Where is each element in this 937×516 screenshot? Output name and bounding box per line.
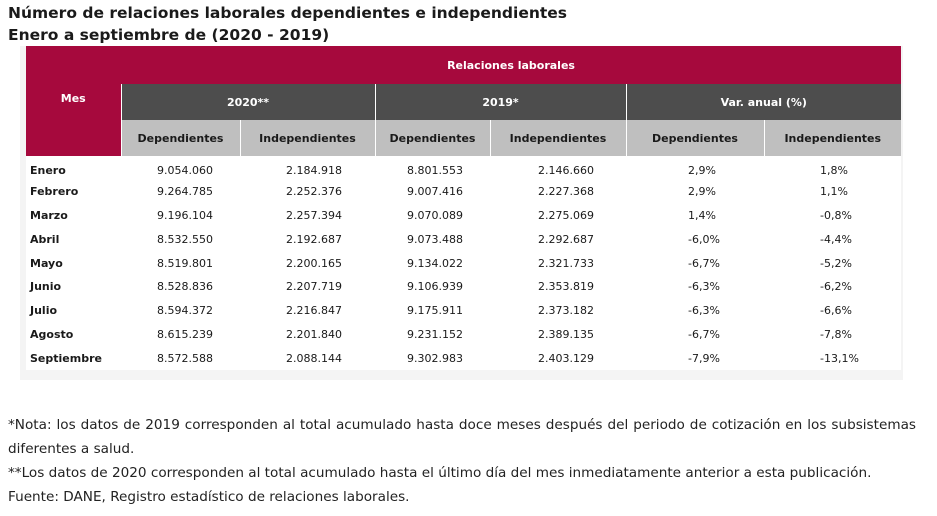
table-body: Enero 9.054.060 2.184.918 8.801.553 2.14… xyxy=(26,156,902,371)
cell-ind-var: 1,1% xyxy=(820,185,848,199)
cell-dep-var: -7,9% xyxy=(688,351,720,365)
cell-dep-2019: 9.302.983 xyxy=(407,351,463,365)
notes-section: *Nota: los datos de 2019 corresponden al… xyxy=(8,413,916,509)
cell-ind-2019: 2.373.182 xyxy=(538,304,594,318)
cell-ind-2020: 2.257.394 xyxy=(286,208,342,222)
cell-ind-2019: 2.321.733 xyxy=(538,256,594,270)
cell-dep-2019: 9.175.911 xyxy=(407,304,463,318)
page-subtitle: Enero a septiembre de (2020 - 2019) xyxy=(8,26,330,44)
cell-ind-2019: 2.389.135 xyxy=(538,327,594,341)
row-month: Septiembre xyxy=(30,351,102,365)
cell-dep-2020: 9.196.104 xyxy=(157,208,213,222)
cell-ind-var: -5,2% xyxy=(820,256,852,270)
table-row: Julio 8.594.372 2.216.847 9.175.911 2.37… xyxy=(26,298,902,323)
subheader-dependientes-var: Dependientes xyxy=(625,120,764,156)
table-row: Enero 9.054.060 2.184.918 8.801.553 2.14… xyxy=(26,156,902,180)
cell-dep-var: -6,7% xyxy=(688,327,720,341)
row-month: Abril xyxy=(30,232,60,246)
cell-ind-2020: 2.201.840 xyxy=(286,327,342,341)
source-note: Fuente: DANE, Registro estadístico de re… xyxy=(8,489,410,505)
cell-ind-2020: 2.252.376 xyxy=(286,185,342,199)
cell-dep-2019: 9.007.416 xyxy=(407,185,463,199)
table-row: Septiembre 8.572.588 2.088.144 9.302.983… xyxy=(26,346,902,371)
note-2019: *Nota: los datos de 2019 corresponden al… xyxy=(8,417,916,457)
cell-ind-2020: 2.184.918 xyxy=(286,164,342,178)
group-header-var: Var. anual (%) xyxy=(625,84,902,120)
cell-ind-2019: 2.275.069 xyxy=(538,208,594,222)
cell-ind-2020: 2.207.719 xyxy=(286,280,342,294)
cell-dep-var: 2,9% xyxy=(688,164,716,178)
cell-dep-var: 2,9% xyxy=(688,185,716,199)
cell-dep-2020: 8.532.550 xyxy=(157,232,213,246)
subheader-independientes-var: Independientes xyxy=(763,120,902,156)
row-month: Junio xyxy=(30,280,62,294)
row-month: Julio xyxy=(30,304,58,318)
cell-dep-2020: 9.264.785 xyxy=(157,185,213,199)
cell-dep-2019: 9.070.089 xyxy=(407,208,463,222)
row-month: Mayo xyxy=(30,256,63,270)
cell-ind-2019: 2.353.819 xyxy=(538,280,594,294)
page-title: Número de relaciones laborales dependien… xyxy=(8,4,568,22)
table-row: Agosto 8.615.239 2.201.840 9.231.152 2.3… xyxy=(26,322,902,347)
row-month: Febrero xyxy=(30,185,79,199)
cell-dep-2020: 8.572.588 xyxy=(157,351,213,365)
cell-dep-2020: 8.594.372 xyxy=(157,304,213,318)
cell-ind-2020: 2.088.144 xyxy=(286,351,342,365)
cell-dep-var: -6,3% xyxy=(688,304,720,318)
table-row: Marzo 9.196.104 2.257.394 9.070.089 2.27… xyxy=(26,203,902,228)
cell-dep-2020: 9.054.060 xyxy=(157,164,213,178)
banner-header: Relaciones laborales xyxy=(121,46,902,84)
cell-ind-2019: 2.403.129 xyxy=(538,351,594,365)
cell-ind-var: -13,1% xyxy=(820,351,859,365)
cell-ind-2019: 2.146.660 xyxy=(538,164,594,178)
cell-dep-2019: 8.801.553 xyxy=(407,164,463,178)
cell-ind-var: 1,8% xyxy=(820,164,848,178)
table-row: Mayo 8.519.801 2.200.165 9.134.022 2.321… xyxy=(26,251,902,275)
cell-dep-2019: 9.106.939 xyxy=(407,280,463,294)
cell-dep-2020: 8.519.801 xyxy=(157,256,213,270)
note-2020: **Los datos de 2020 corresponden al tota… xyxy=(8,465,872,481)
cell-ind-var: -6,6% xyxy=(820,304,852,318)
subheader-dependientes-2019: Dependientes xyxy=(374,120,490,156)
table-row: Junio 8.528.836 2.207.719 9.106.939 2.35… xyxy=(26,274,902,299)
row-month: Enero xyxy=(30,164,66,178)
cell-ind-var: -6,2% xyxy=(820,280,852,294)
cell-dep-2019: 9.231.152 xyxy=(407,327,463,341)
row-month: Marzo xyxy=(30,208,68,222)
cell-ind-2020: 2.200.165 xyxy=(286,256,342,270)
row-month: Agosto xyxy=(30,327,74,341)
group-header-2020: 2020** xyxy=(120,84,375,120)
cell-ind-var: -4,4% xyxy=(820,232,852,246)
mes-header: Mes xyxy=(26,84,121,156)
cell-dep-2019: 9.134.022 xyxy=(407,256,463,270)
table-container: Relaciones laborales Mes 2020** 2019* Va… xyxy=(20,46,903,380)
cell-ind-2019: 2.227.368 xyxy=(538,185,594,199)
table-row: Abril 8.532.550 2.192.687 9.073.488 2.29… xyxy=(26,227,902,252)
cell-ind-2020: 2.192.687 xyxy=(286,232,342,246)
cell-ind-var: -0,8% xyxy=(820,208,852,222)
cell-ind-var: -7,8% xyxy=(820,327,852,341)
mes-header-top xyxy=(26,46,121,84)
cell-dep-2020: 8.528.836 xyxy=(157,280,213,294)
subheader-independientes-2019: Independientes xyxy=(489,120,626,156)
cell-dep-2019: 9.073.488 xyxy=(407,232,463,246)
cell-ind-2020: 2.216.847 xyxy=(286,304,342,318)
cell-dep-var: -6,7% xyxy=(688,256,720,270)
cell-dep-2020: 8.615.239 xyxy=(157,327,213,341)
cell-dep-var: 1,4% xyxy=(688,208,716,222)
cell-dep-var: -6,3% xyxy=(688,280,720,294)
group-header-2019: 2019* xyxy=(374,84,626,120)
cell-dep-var: -6,0% xyxy=(688,232,720,246)
subheader-independientes-2020: Independientes xyxy=(239,120,375,156)
subheader-dependientes-2020: Dependientes xyxy=(120,120,240,156)
table-row: Febrero 9.264.785 2.252.376 9.007.416 2.… xyxy=(26,179,902,204)
relaciones-laborales-table: Relaciones laborales Mes 2020** 2019* Va… xyxy=(26,46,902,371)
cell-ind-2019: 2.292.687 xyxy=(538,232,594,246)
